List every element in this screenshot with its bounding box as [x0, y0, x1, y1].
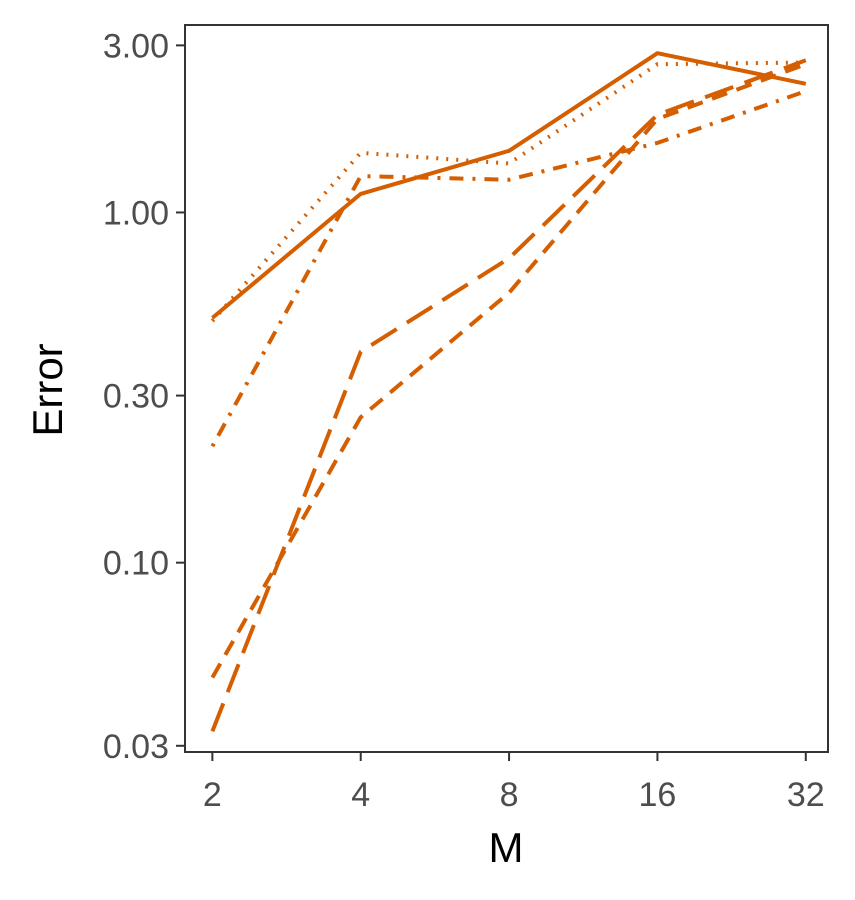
x-tick-label: 2	[203, 776, 222, 814]
plot-panel	[184, 24, 829, 753]
y-axis: 0.03 0.10 0.30 1.00 3.00	[103, 27, 185, 766]
y-tick-label: 0.30	[103, 378, 169, 416]
x-tick-label: 4	[351, 776, 370, 814]
y-tick-label: 1.00	[103, 194, 169, 232]
series-line-dashdot	[210, 89, 807, 448]
series-line-longdash	[210, 58, 807, 733]
x-axis: 2 4 8 16 32	[203, 752, 825, 814]
x-axis-title: M	[489, 824, 524, 871]
x-tick-label: 16	[639, 776, 677, 814]
x-tick-label: 8	[500, 776, 519, 814]
x-tick-label: 32	[787, 776, 825, 814]
series-line-dotted	[210, 60, 806, 323]
y-tick-label: 0.10	[103, 545, 169, 583]
y-tick-label: 0.03	[103, 728, 169, 766]
y-axis-title: Error	[24, 343, 71, 436]
series-lines	[210, 51, 807, 733]
y-tick-label: 3.00	[103, 27, 169, 65]
